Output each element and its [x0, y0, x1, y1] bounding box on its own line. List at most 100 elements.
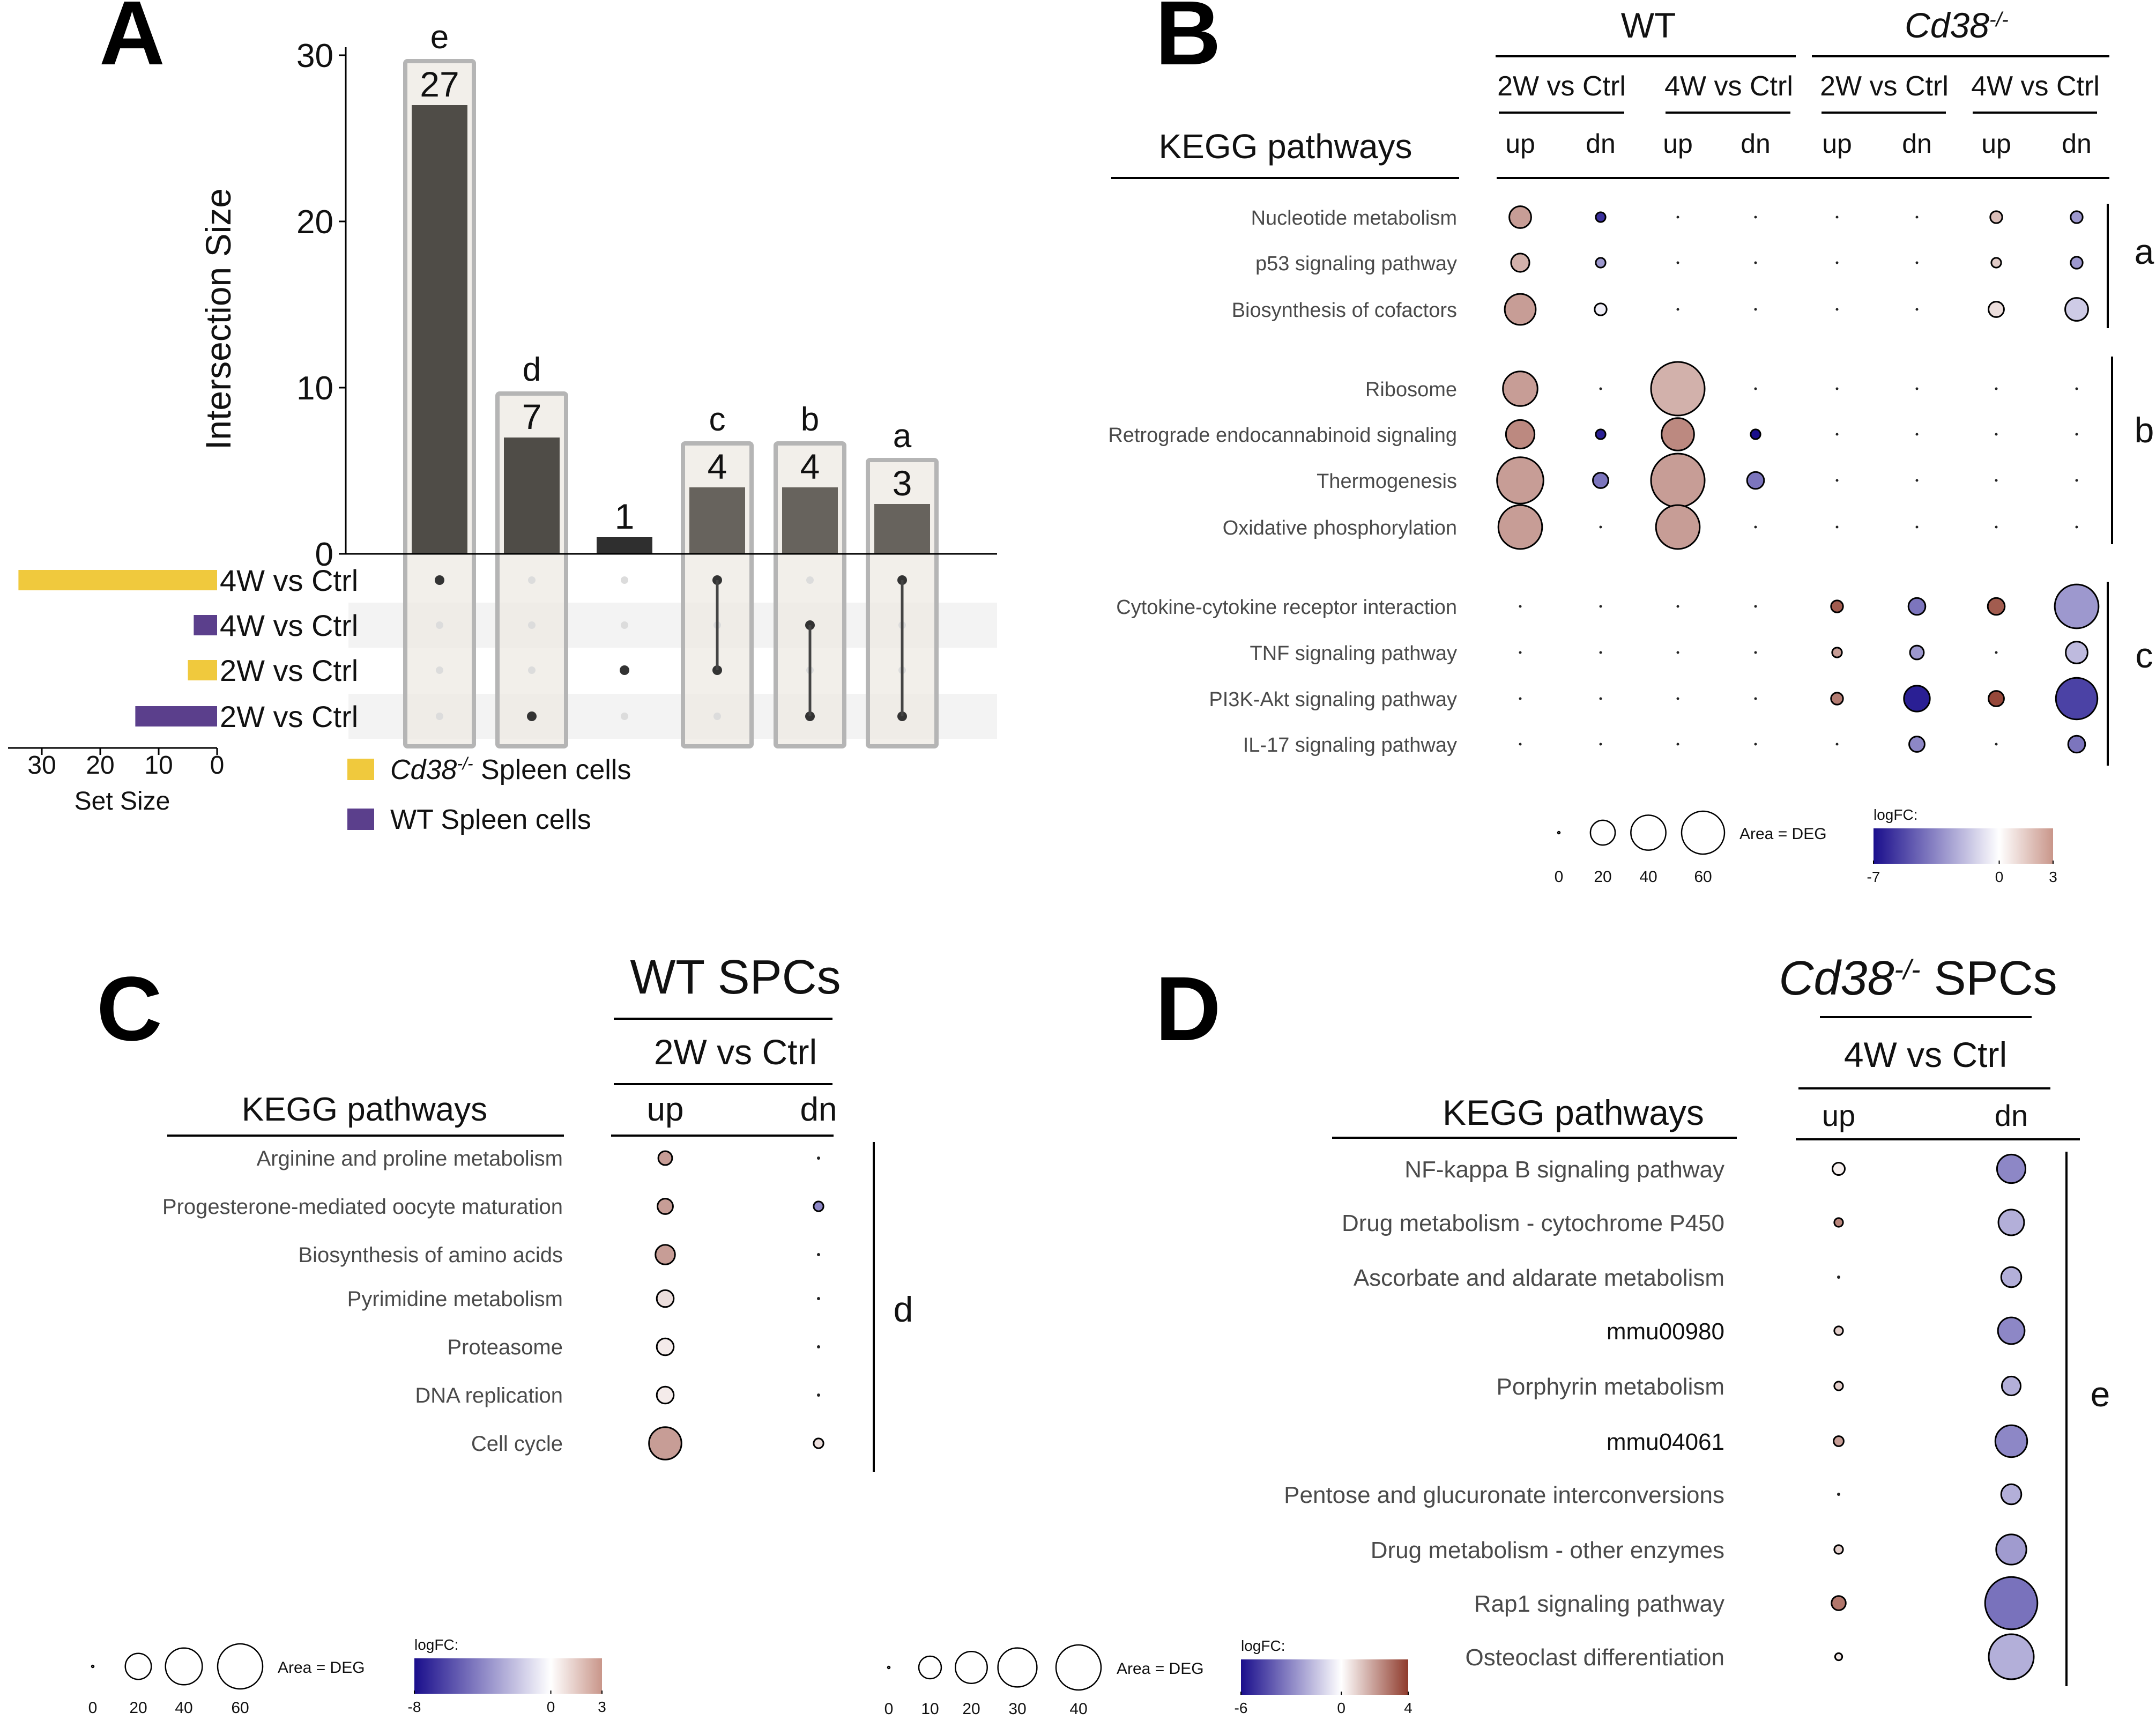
- deg-dot: [814, 1202, 823, 1211]
- deg-dot: [1998, 1317, 2025, 1344]
- set-size-bar: [188, 660, 218, 680]
- deg-dot: [1662, 418, 1694, 451]
- group-label-cd38-italic: Cd38: [1905, 5, 1989, 45]
- deg-dot: [1836, 388, 1839, 390]
- intersection-bar: [412, 105, 467, 554]
- deg-dot: [1510, 206, 1531, 228]
- group-label-cd38-sup: -/-: [1989, 9, 2009, 31]
- row-header-c: KEGG pathways: [242, 1091, 487, 1128]
- matrix-dot: [621, 621, 628, 629]
- deg-dot: [1836, 216, 1839, 219]
- deg-dot: [2056, 678, 2097, 719]
- y-tick-label: 30: [296, 38, 333, 75]
- column-headers-b: WT Cd38-/-2W vs Ctrl 4W vs Ctrl 2W vs Ctrl 4…: [1496, 5, 2109, 178]
- panel-d-title-italic: Cd38: [1779, 952, 1894, 1005]
- pathway-label: Arginine and proline metabolism: [257, 1147, 563, 1170]
- deg-dot: [1593, 473, 1609, 488]
- deg-dot: [1677, 216, 1679, 219]
- pathway-label: mmu00980: [1607, 1318, 1724, 1345]
- deg-dot: [817, 1393, 820, 1397]
- intersection-value-label: 4: [708, 447, 727, 486]
- deg-dot: [1754, 698, 1757, 700]
- deg-dot: [1836, 743, 1839, 746]
- deg-dot: [1754, 308, 1757, 311]
- size-legend-circle: [888, 1666, 890, 1669]
- size-legend-label: 0: [1555, 868, 1564, 886]
- set-size-tick-label: 0: [210, 751, 225, 780]
- legends-b: 0 20 40 60 Area = DEG logFC: -7 0 3: [1555, 806, 2057, 886]
- deg-dot: [1596, 429, 1605, 439]
- color-legend-label: 0: [1995, 869, 2004, 885]
- figure: A e27d71c4b4a3 Intersection Size 0102030…: [0, 0, 2156, 1720]
- size-legend-label: 40: [175, 1699, 192, 1717]
- deg-dot: [1995, 651, 1998, 654]
- set-name-label: 4W vs Ctrl: [220, 564, 358, 597]
- deg-dot: [1995, 479, 1998, 482]
- intersection-bars: e 27 d 7 1 c 4 b 4 a 3: [346, 19, 997, 554]
- column-headers-d: 4W vs Ctrlup dnKEGG pathways: [1332, 1017, 2080, 1139]
- deg-dot: [1988, 598, 2005, 615]
- set-name-label: 2W vs Ctrl: [220, 654, 358, 687]
- group-label-wt: WT: [1621, 5, 1676, 45]
- deg-dot: [1996, 1534, 2026, 1565]
- deg-dot: [1519, 605, 1522, 608]
- size-legend-label: 40: [1639, 868, 1657, 886]
- deg-dot: [1519, 743, 1522, 746]
- intersection-bar: [504, 438, 560, 554]
- intersection-bar: [689, 487, 745, 554]
- size-legend-label: 20: [962, 1700, 980, 1718]
- matrix-dot: [713, 713, 721, 720]
- direction-label: up: [647, 1091, 684, 1128]
- pathway-label: PI3K-Akt signaling pathway: [1209, 688, 1457, 711]
- deg-dot: [817, 1345, 820, 1348]
- size-legend-label: 30: [1008, 1700, 1026, 1718]
- set-size-tick-label: 10: [144, 751, 173, 780]
- intersection-letter: d: [523, 351, 541, 388]
- cluster-label: c: [2136, 635, 2153, 675]
- color-legend-gradient: [1241, 1659, 1408, 1695]
- legend-label-text: Spleen cells: [473, 754, 631, 785]
- size-legend-title: Area = DEG: [1739, 825, 1827, 843]
- color-legend-label: 3: [2049, 869, 2057, 885]
- matrix-dot-active: [527, 711, 537, 721]
- pathway-label: Biosynthesis of amino acids: [298, 1243, 563, 1267]
- deg-dot: [1831, 693, 1843, 705]
- direction-label: dn: [2062, 129, 2092, 159]
- deg-dot: [1596, 212, 1605, 222]
- deg-dot: [657, 1387, 674, 1404]
- deg-dot: [1916, 388, 1919, 390]
- deg-dot: [1519, 698, 1522, 700]
- comparison-label: 4W vs Ctrl: [1844, 1035, 2007, 1074]
- deg-dot: [1754, 526, 1757, 529]
- deg-dot: [1831, 600, 1843, 612]
- intersection-bar: [874, 504, 930, 554]
- matrix-dot: [621, 713, 628, 720]
- legends-d: 0 10 20 30 40 Area = DEG logFC: -6 0 4: [884, 1637, 1412, 1718]
- pathway-label: NF-kappa B signaling pathway: [1404, 1156, 1724, 1183]
- pathway-label: Nucleotide metabolism: [1251, 207, 1457, 229]
- deg-dot: [1506, 420, 1534, 448]
- color-legend-label: 4: [1404, 1700, 1412, 1716]
- size-legend-circle: [919, 1656, 941, 1679]
- deg-dot: [1995, 526, 1998, 529]
- deg-dot: [1754, 743, 1757, 746]
- deg-dot: [1754, 605, 1757, 608]
- deg-dot: [1991, 258, 2001, 268]
- deg-dot: [2076, 479, 2078, 482]
- set-size-axis-label: Set Size: [75, 787, 170, 815]
- size-legend-label: 60: [231, 1699, 249, 1717]
- pathway-label: Oxidative phosphorylation: [1223, 517, 1457, 539]
- pathway-label: Ascorbate and aldarate metabolism: [1354, 1265, 1724, 1291]
- intersection-size-label: Intersection Size: [198, 188, 238, 450]
- deg-dot: [1600, 698, 1602, 700]
- legend-swatch: [347, 759, 374, 780]
- deg-dot: [1754, 216, 1757, 219]
- intersection-letter: c: [709, 401, 726, 438]
- deg-dot: [1505, 294, 1536, 325]
- cluster-label: a: [2135, 232, 2154, 271]
- set-size-bar: [18, 570, 217, 590]
- pathway-label: Thermogenesis: [1317, 470, 1457, 493]
- matrix-dot: [436, 666, 443, 674]
- panel-a-upset-plot: A e 27 d 7 1 c 4 b 4 a 3 Intersection Size 0 10 20 30…: [8, 0, 997, 835]
- cluster-label: b: [2135, 410, 2154, 450]
